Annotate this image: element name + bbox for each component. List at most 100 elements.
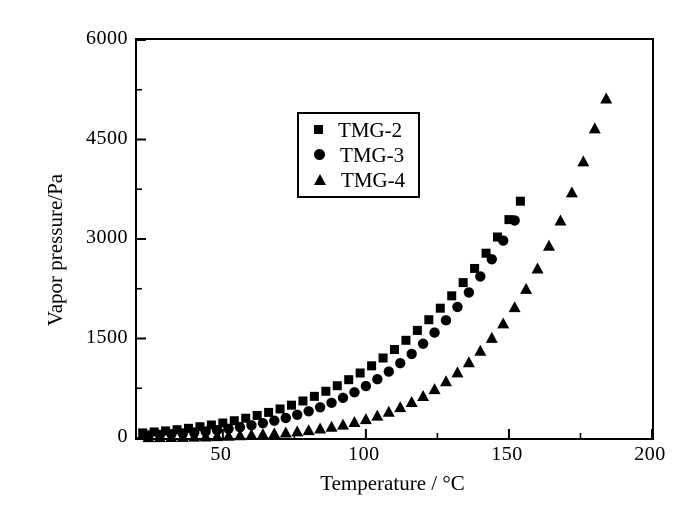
tmg-2-data-point <box>298 396 308 406</box>
circle-marker-icon <box>314 149 325 161</box>
tmg-3-data-point <box>509 215 520 226</box>
tmg-2-data-point <box>161 426 171 436</box>
tmg-4-data-point <box>440 375 452 387</box>
y-tick-label: 6000 <box>86 27 128 49</box>
tmg-4-data-point <box>359 413 372 425</box>
tmg-4-data-point <box>508 301 521 313</box>
tmg-2-data-point <box>184 423 193 433</box>
legend-label: TMG-3 <box>340 142 405 167</box>
tmg-3-data-point <box>337 392 349 404</box>
tmg-3-data-point <box>234 421 246 433</box>
tmg-4-data-point <box>291 425 304 437</box>
tmg-2-data-point <box>504 215 514 225</box>
tmg-3-data-point <box>292 409 303 420</box>
tmg-2-data-point <box>344 375 354 385</box>
tmg-2-data-point <box>309 391 319 401</box>
tmg-3-data-point <box>223 423 234 434</box>
tmg-4-data-point <box>451 366 464 378</box>
tmg-4-data-point <box>153 431 166 443</box>
tmg-2-data-point <box>493 232 502 242</box>
tmg-3-data-point <box>269 415 280 426</box>
tmg-3-data-point <box>257 417 269 429</box>
legend-item-tmg-3: TMG-3 <box>314 142 418 167</box>
tmg-4-data-point <box>382 405 395 417</box>
tmg-4-data-point <box>302 424 315 436</box>
y-tick-label: 0 <box>117 425 128 447</box>
tmg-4-data-point <box>588 122 601 134</box>
tmg-2-data-point <box>321 386 331 396</box>
legend: TMG-2 TMG-3 TMG-4 <box>297 112 420 198</box>
tmg-4-data-point <box>474 344 487 356</box>
tmg-4-data-point <box>268 427 281 439</box>
tmg-2-data-point <box>401 335 411 345</box>
tmg-4-data-point <box>543 239 555 251</box>
tmg-4-data-point <box>417 389 430 401</box>
tmg-3-data-point <box>246 420 257 431</box>
tmg-4-data-point <box>371 409 384 421</box>
tmg-4-data-point <box>462 356 475 368</box>
tmg-2-data-point <box>412 325 422 335</box>
legend-item-tmg-2: TMG-2 <box>314 117 418 142</box>
tmg-4-data-point <box>577 155 590 167</box>
tmg-4-data-point <box>279 426 292 438</box>
tmg-4-data-point <box>428 383 441 395</box>
x-tick-label: 200 <box>634 443 666 465</box>
tmg-3-data-point <box>303 406 314 417</box>
tmg-2-data-point <box>367 361 377 371</box>
tmg-2-data-point <box>241 413 251 423</box>
x-tick-label: 50 <box>210 443 232 465</box>
tmg-4-data-point <box>600 92 613 104</box>
tmg-3-data-point <box>475 271 486 282</box>
tmg-2-data-point <box>424 315 434 325</box>
tmg-3-data-point <box>395 357 406 369</box>
tmg-3-data-point <box>406 348 417 360</box>
tmg-4-data-point <box>222 429 235 441</box>
tmg-4-data-point <box>497 317 510 329</box>
tmg-3-data-point <box>440 315 452 326</box>
y-tick-label: 3000 <box>86 226 128 248</box>
tmg-3-data-point <box>429 327 440 338</box>
legend-label: TMG-2 <box>338 117 403 142</box>
tmg-4-data-point <box>245 428 258 440</box>
x-tick-label: 150 <box>491 443 523 465</box>
plot-canvas <box>137 39 653 443</box>
tmg-4-data-point <box>256 428 269 440</box>
tmg-4-data-point <box>531 262 544 274</box>
tmg-4-data-point <box>485 331 498 343</box>
legend-item-tmg-4: TMG-4 <box>314 168 418 193</box>
tmg-4-data-point <box>394 401 407 413</box>
tmg-4-data-point <box>405 395 418 407</box>
tmg-2-data-point <box>252 410 262 420</box>
tmg-3-data-point <box>326 397 337 409</box>
tmg-2-data-point <box>275 404 285 414</box>
tmg-4-data-point <box>142 431 155 443</box>
y-axis-title: Vapor pressure/Pa <box>43 173 67 327</box>
triangle-marker-icon <box>314 173 326 185</box>
tmg-2-data-point <box>195 422 205 432</box>
tmg-4-data-point <box>565 186 578 198</box>
tmg-3-data-point <box>360 380 372 392</box>
tmg-3-data-point <box>498 235 509 246</box>
tmg-4-data-point <box>337 418 349 430</box>
tmg-3-data-point <box>417 338 429 349</box>
tmg-2-data-point <box>287 400 296 410</box>
square-marker-icon <box>314 125 323 135</box>
tmg-2-data-point <box>355 368 365 378</box>
tmg-3-data-point <box>486 254 497 265</box>
tmg-2-data-point <box>390 345 399 355</box>
tmg-2-data-point <box>138 428 148 438</box>
tmg-2-data-point <box>481 248 491 258</box>
tmg-2-data-point <box>458 278 468 288</box>
tmg-4-data-point <box>554 214 567 226</box>
tmg-4-data-point <box>199 430 212 442</box>
tmg-3-data-point <box>383 366 394 377</box>
tmg-4-data-point <box>165 430 178 442</box>
tmg-4-data-point <box>211 430 224 442</box>
y-tick-label: 1500 <box>86 325 128 348</box>
tmg-3-data-point <box>463 287 475 298</box>
x-tick-label: 100 <box>348 443 380 465</box>
tmg-4-data-point <box>176 430 189 442</box>
tmg-2-data-point <box>515 196 525 206</box>
tmg-2-data-point <box>447 291 457 301</box>
